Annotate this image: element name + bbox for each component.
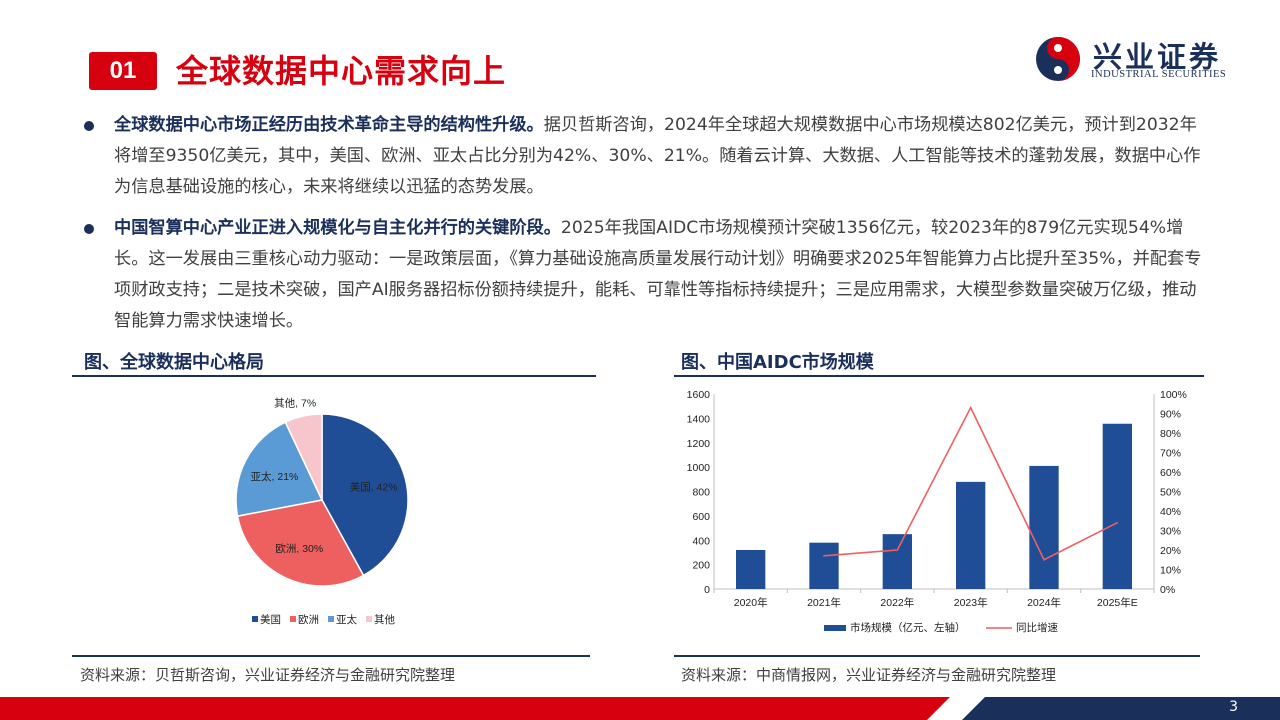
page-number: 3 bbox=[1229, 699, 1238, 715]
bullet-lead: 全球数据中心市场正经历由技术革命主导的结构性升级。 bbox=[114, 115, 544, 135]
footer-bar bbox=[0, 697, 1280, 720]
pie-data-label: 欧洲, 30% bbox=[275, 543, 323, 555]
y-right-tick-label: 40% bbox=[1160, 506, 1181, 518]
y-right-tick-label: 50% bbox=[1160, 487, 1181, 499]
pie-data-label: 其他, 7% bbox=[274, 396, 316, 409]
y-left-tick-label: 600 bbox=[692, 511, 710, 523]
section-badge: 01 bbox=[89, 52, 157, 90]
x-tick-label: 2025年E bbox=[1097, 596, 1138, 609]
combo-legend-bar-label: 市场规模（亿元、左轴） bbox=[850, 621, 966, 634]
pie-slice-0 bbox=[321, 413, 409, 577]
combo-legend-bar-swatch bbox=[824, 625, 846, 631]
pie-legend-label: 亚太 bbox=[336, 613, 357, 626]
x-tick-label: 2024年 bbox=[1027, 596, 1061, 609]
y-left-tick-label: 400 bbox=[692, 535, 710, 547]
logo-mark-icon bbox=[1036, 37, 1080, 81]
x-tick-label: 2023年 bbox=[954, 596, 988, 609]
pie-slice-1 bbox=[236, 499, 365, 587]
logo-text-en: INDUSTRIAL SECURITIES bbox=[1091, 69, 1227, 80]
bullet-list: 全球数据中心市场正经历由技术革命主导的结构性升级。据贝哲斯咨询，2024年全球超… bbox=[84, 110, 1204, 347]
x-tick-label: 2022年 bbox=[880, 596, 914, 609]
pie-slice-2 bbox=[235, 421, 324, 517]
left-chart-title: 图、全球数据中心格局 bbox=[84, 352, 264, 373]
y-left-tick-label: 1400 bbox=[687, 413, 711, 425]
bullet-text: 2025年我国AIDC市场规模预计突破1356亿元，较2023年的879亿元实现… bbox=[114, 218, 1202, 331]
pie-legend-swatch bbox=[328, 616, 334, 622]
pie-chart: 美国, 42% 欧洲, 30% 亚太, 21% 其他, 7% 美国 欧洲 亚太 其他 bbox=[235, 396, 409, 626]
pie-data-label: 美国, 42% bbox=[350, 481, 398, 494]
bullet-text: 据贝哲斯咨询，2024年全球超大规模数据中心市场规模达802亿美元，预计到203… bbox=[114, 115, 1201, 197]
y-right-tick-label: 60% bbox=[1160, 467, 1181, 479]
y-right-tick-label: 80% bbox=[1160, 428, 1181, 440]
company-logo: 兴业证券 INDUSTRIAL SECURITIES bbox=[1033, 34, 1253, 84]
right-chart-title: 图、中国AIDC市场规模 bbox=[681, 352, 874, 373]
growth-point-2 bbox=[896, 549, 899, 551]
pie-legend-label: 美国 bbox=[260, 613, 281, 626]
y-right-tick-label: 90% bbox=[1160, 409, 1181, 421]
left-title-rule bbox=[72, 375, 596, 377]
bullet-lead: 中国智算中心产业正进入规模化与自主化并行的关键阶段。 bbox=[114, 218, 561, 238]
combo-legend-line-label: 同比增速 bbox=[1016, 621, 1058, 634]
bullet-item-china: 中国智算中心产业正进入规模化与自主化并行的关键阶段。2025年我国AIDC市场规… bbox=[84, 213, 1204, 337]
pie-data-label: 亚太, 21% bbox=[251, 470, 299, 483]
growth-point-3 bbox=[969, 406, 972, 409]
left-source: 资料来源：贝哲斯咨询，兴业证券经济与金融研究院整理 bbox=[80, 666, 456, 684]
pie-legend-label: 其他 bbox=[374, 613, 395, 626]
y-left-tick-label: 1000 bbox=[687, 462, 711, 474]
bar-5 bbox=[1102, 423, 1132, 589]
bar-3 bbox=[956, 481, 986, 589]
pie-legend-swatch bbox=[366, 616, 372, 622]
y-left-tick-label: 1200 bbox=[687, 438, 711, 450]
bullet-dot-icon bbox=[84, 224, 94, 234]
y-left-tick-label: 800 bbox=[692, 487, 710, 499]
left-source-rule bbox=[72, 655, 590, 657]
bar-0 bbox=[736, 550, 766, 589]
growth-point-1 bbox=[823, 555, 825, 557]
page-title: 全球数据中心需求向上 bbox=[176, 52, 507, 90]
y-right-tick-label: 30% bbox=[1160, 526, 1181, 538]
pie-slice-3 bbox=[284, 413, 323, 501]
growth-point-5 bbox=[1116, 521, 1119, 524]
growth-point-4 bbox=[1043, 558, 1045, 561]
y-left-tick-label: 1600 bbox=[687, 389, 711, 401]
bar-2 bbox=[882, 534, 912, 589]
combo-chart: 0 200 400 600 800 1000 1200 1400 1600 0% 10% 20% 30%… bbox=[687, 389, 1187, 634]
y-left-tick-label: 0 bbox=[704, 584, 710, 596]
logo-text-cn: 兴业证券 bbox=[1093, 40, 1222, 74]
pie-legend-label: 欧洲 bbox=[298, 614, 319, 626]
right-source-rule bbox=[674, 655, 1200, 657]
y-right-tick-label: 0% bbox=[1160, 584, 1175, 596]
bar-1 bbox=[809, 542, 839, 589]
right-source: 资料来源：中商情报网，兴业证券经济与金融研究院整理 bbox=[681, 666, 1057, 684]
y-right-tick-label: 20% bbox=[1160, 545, 1181, 557]
pie-legend-swatch bbox=[290, 616, 296, 622]
bullet-item-global: 全球数据中心市场正经历由技术革命主导的结构性升级。据贝哲斯咨询，2024年全球超… bbox=[84, 110, 1204, 203]
y-right-tick-label: 100% bbox=[1160, 389, 1187, 401]
x-tick-label: 2020年 bbox=[734, 596, 768, 609]
bullet-dot-icon bbox=[84, 121, 94, 131]
right-title-rule bbox=[674, 375, 1204, 377]
pie-legend-swatch bbox=[252, 616, 258, 622]
y-right-tick-label: 70% bbox=[1160, 448, 1181, 460]
x-tick-label: 2021年 bbox=[807, 596, 841, 609]
y-left-tick-label: 200 bbox=[692, 560, 710, 572]
y-right-tick-label: 10% bbox=[1160, 565, 1181, 577]
bar-4 bbox=[1029, 465, 1059, 589]
